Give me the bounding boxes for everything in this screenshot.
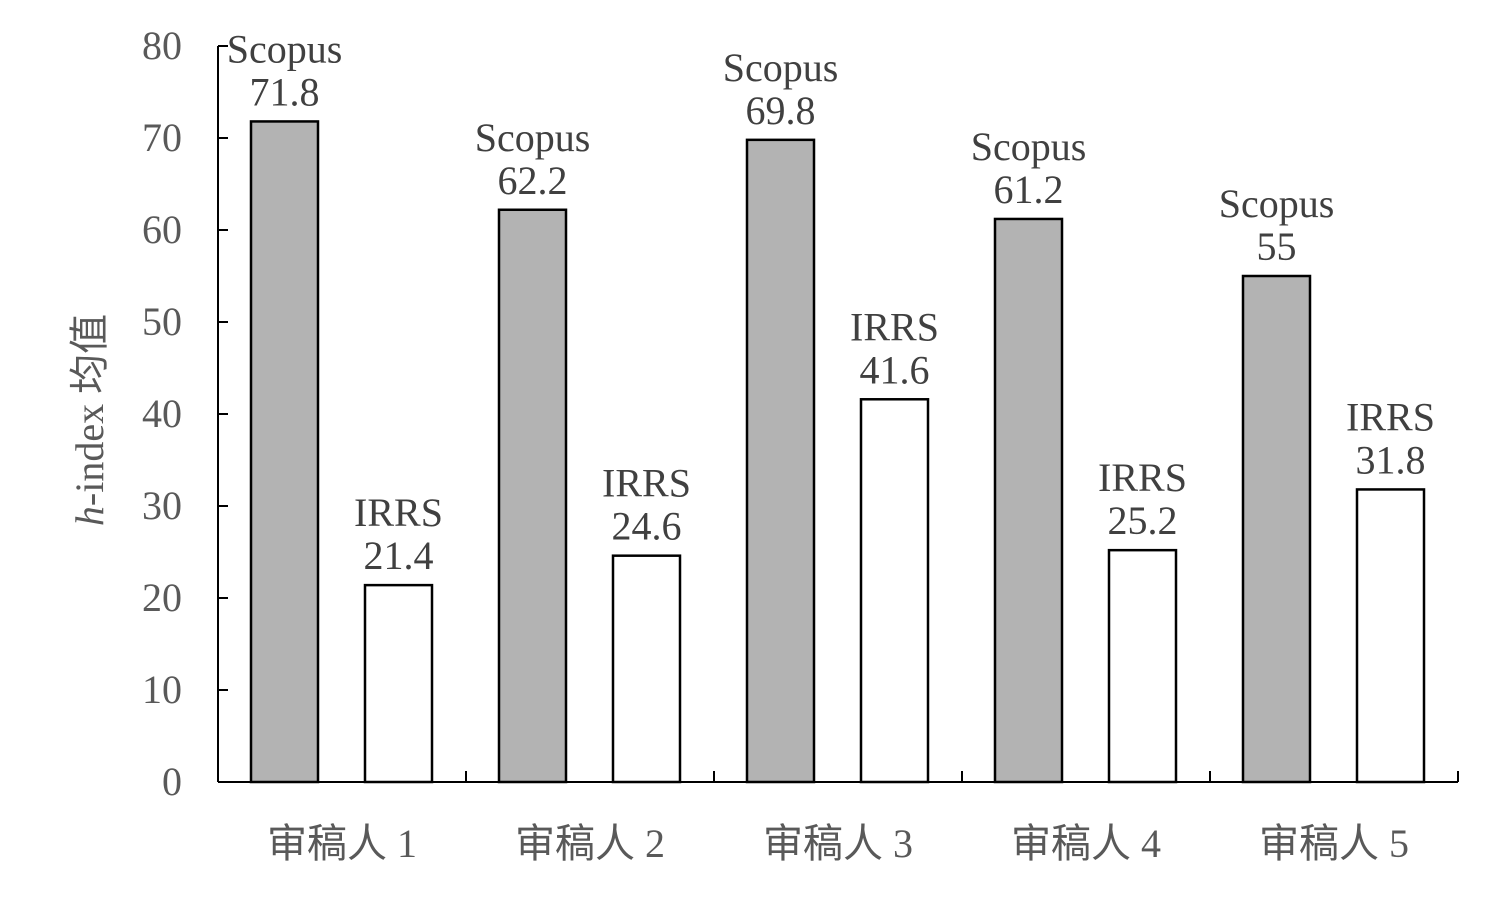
bar-value-label: 55 (1257, 224, 1297, 269)
y-tick-label: 70 (142, 115, 182, 160)
bar-series-label: Scopus (971, 124, 1087, 169)
bar-scopus (993, 217, 1064, 784)
y-tick-label: 10 (142, 667, 182, 712)
y-tick-label: 40 (142, 391, 182, 436)
bar-irrs (1107, 548, 1178, 784)
x-tick-label: 审稿人 3 (763, 821, 913, 866)
bar-series-label: Scopus (227, 26, 343, 71)
bar-value-label: 62.2 (498, 158, 568, 203)
data-labels: Scopus71.8Scopus62.2Scopus69.8Scopus61.2… (227, 26, 1435, 578)
bar-series-label: IRRS (1346, 394, 1435, 439)
y-axis-ticks: 0 10 20 30 40 50 60 70 80 (142, 23, 228, 804)
bar-series-label: Scopus (475, 115, 591, 160)
bar-value-label: 21.4 (364, 533, 434, 578)
bar-irrs (859, 398, 930, 784)
y-axis-title-rest: -index 均值 (67, 314, 112, 506)
bar-scopus (1241, 274, 1312, 784)
y-tick-label: 50 (142, 299, 182, 344)
x-tick-label: 审稿人 2 (515, 821, 665, 866)
y-axis-title: h-index 均值 (67, 314, 112, 526)
x-tick-label: 审稿人 4 (1011, 821, 1161, 866)
bar-series-label: IRRS (354, 490, 443, 535)
y-axis-title-italic: h (67, 506, 112, 526)
bar-value-label: 31.8 (1356, 437, 1426, 482)
bar-irrs (363, 583, 434, 784)
bar-scopus (249, 120, 320, 784)
bar-irrs (611, 554, 682, 784)
x-tick-label: 审稿人 5 (1259, 821, 1409, 866)
bars (249, 120, 1426, 784)
svg-text:h-index 均值: h-index 均值 (67, 314, 112, 526)
bar-series-label: IRRS (1098, 455, 1187, 500)
bar-value-label: 71.8 (250, 69, 320, 114)
y-tick-label: 30 (142, 483, 182, 528)
y-tick-label: 80 (142, 23, 182, 68)
bar-value-label: 69.8 (746, 88, 816, 133)
y-tick-label: 60 (142, 207, 182, 252)
bar-scopus (745, 138, 816, 784)
bar-irrs (1355, 488, 1426, 784)
bar-value-label: 24.6 (612, 504, 682, 549)
x-tick-label: 审稿人 1 (267, 821, 417, 866)
y-tick-label: 0 (162, 759, 182, 804)
y-tick-label: 20 (142, 575, 182, 620)
bar-value-label: 41.6 (860, 347, 930, 392)
bar-series-label: IRRS (850, 304, 939, 349)
bar-series-label: IRRS (602, 461, 691, 506)
bar-series-label: Scopus (723, 45, 839, 90)
bar-series-label: Scopus (1219, 181, 1335, 226)
bar-value-label: 61.2 (994, 167, 1064, 212)
bar-scopus (497, 208, 568, 784)
category-labels: 审稿人 1 审稿人 2 审稿人 3 审稿人 4 审稿人 5 (267, 821, 1409, 866)
bar-value-label: 25.2 (1108, 498, 1178, 543)
